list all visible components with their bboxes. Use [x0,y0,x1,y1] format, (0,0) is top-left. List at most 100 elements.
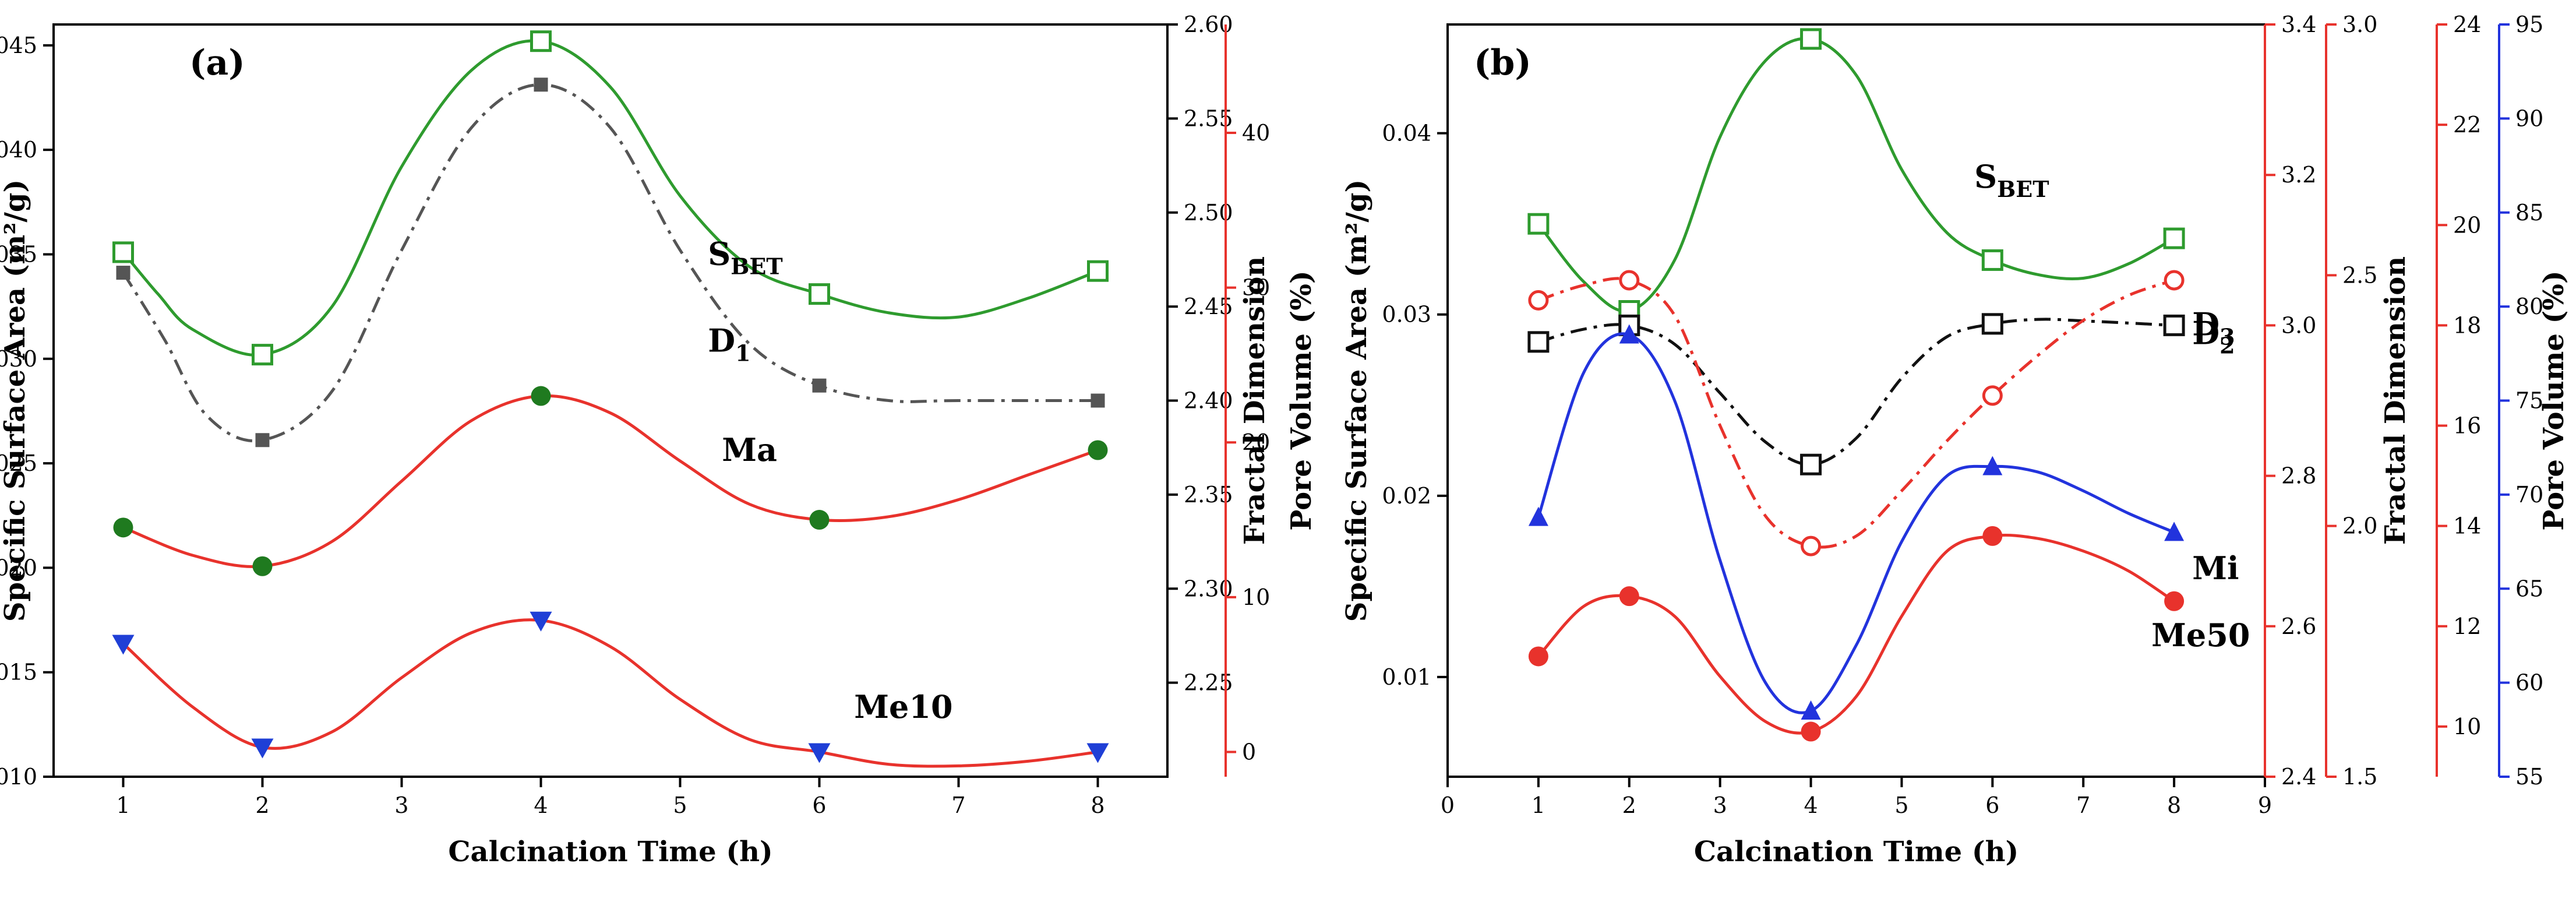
panel-b-x-tick-label: 7 [2076,792,2090,818]
panel-b-y-tick-label-fd2: 3.0 [2342,12,2377,37]
panel-b-axis-title-pv2: Pore Volume (%) [2538,270,2570,530]
panel-a-series-line-me10 [122,618,1098,768]
panel-b-marker-mi [1982,456,2003,475]
panel-a-y-tick-label-pv: 30 [1242,275,1270,301]
panel-b-series-label-text: Me50 [2151,616,2250,654]
panel-b-y-tick-label-fd1: 2.4 [2281,764,2316,790]
panel-a-x-tick-label: 7 [951,792,965,818]
panel-a-y-tick-label-pv: 40 [1242,120,1270,146]
panel-b-y-tick-label-pv1: 22 [2453,112,2481,138]
panel-b-x-tick-label: 6 [1985,792,1999,818]
panel-b-y-tick-label-pv1: 10 [2453,714,2481,739]
panel-b-marker-d3 [1801,535,1822,556]
panel-b-y-tick-label-fd2: 1.5 [2342,764,2377,790]
panel-a-marker-sbet [530,30,552,52]
panel-b-marker-d3 [1528,290,1549,311]
panel-a-series-label-sbet: SBET [708,235,782,279]
panel-a-series-label-text: D [708,322,735,360]
panel-a-marker-sbet [1087,260,1109,282]
panel-b-series-label-text: S [1974,158,1997,195]
panel-b-axis-title-sa: Specific Surface Area (m²/g) [1340,179,1373,622]
panel-b-y-tick-label-pv1: 24 [2453,12,2481,37]
panel-b-y-tick-label-fd1: 2.8 [2281,463,2316,489]
panel-a-axis-title-pv: Pore Volume (%) [1285,270,1318,530]
panel-a-marker-d1 [116,266,130,280]
panel-b-x-tick-label: 8 [2167,792,2181,818]
panel-b-x-tick-label: 0 [1441,792,1455,818]
panel-b-y-tick-label-pv2: 60 [2515,670,2543,696]
panel-b-y-tick-label-pv2: 95 [2515,12,2543,37]
panel-a-x-tick-label: 3 [394,792,408,818]
panel-a-marker-me10 [251,738,274,759]
panel-b-series-label-d3: D3 [2192,306,2235,350]
panel-b-y-tick-label-fd1: 3.2 [2281,162,2316,188]
panel-a-axis-title-fd: Fractal Dimension [1238,256,1271,545]
panel-a-marker-sbet [112,241,134,263]
panel-b-marker-sbet [1981,249,2003,271]
panel-b-y-tick-label-pv1: 12 [2453,614,2481,639]
panel-b-x-tick-label: 4 [1804,792,1818,818]
panel-a-series-label-text: Ma [722,431,777,468]
panel-b-series-label-text: D [2192,315,2219,352]
panel-a-x-axis-title: Calcination Time (h) [448,836,772,868]
panel-a-series-label-d1: D1 [708,322,750,367]
panel-b-marker-sbet [1527,213,1550,235]
panel-b-series-line-d2 [1538,318,2175,466]
panel-b-marker-d3 [1982,385,2003,406]
panel-a-y-tick-label-sa: 0.030 [0,346,37,372]
panel-b-series-label-text: D [2192,306,2219,343]
panel-b-x-tick-label: 5 [1894,792,1908,818]
panel-a-y-tick-label-sa: 0.025 [0,450,37,476]
panel-b-series-label-subscript: 2 [2219,333,2235,359]
panel-a-y-tick-label-sa: 0.015 [0,660,37,685]
panel-b-marker-me50 [1801,721,1821,742]
panel-a-x-tick-label: 2 [255,792,269,818]
panel-b-marker-d2 [1800,453,1822,475]
panel-b-x-axis-title: Calcination Time (h) [1694,836,2019,868]
panel-b-marker-d2 [1527,331,1550,353]
panel-a-series-label-me10: Me10 [854,688,952,725]
panel-b-marker-d2 [1981,313,2003,335]
panel-a-marker-me10 [112,635,135,655]
panel-a-marker-d1 [534,77,548,92]
panel-b-y-tick-label-pv2: 90 [2515,105,2543,131]
panel-b-x-tick-label: 9 [2258,792,2272,818]
panel-a-x-tick-label: 5 [673,792,687,818]
panel-b-series-line-me50 [1537,533,2175,735]
panel-b-marker-mi [1619,324,1639,344]
panel-b-marker-mi [1528,506,1548,526]
panel-b-marker-me50 [1528,646,1548,667]
panel-b-y-tick-label-sa: 0.04 [1382,121,1431,146]
panel-b-y-tick-label-pv2: 80 [2515,294,2543,319]
panel-b-panel-label: (b) [1474,43,1532,83]
panel-b-x-tick-label: 3 [1713,792,1727,818]
panel-a-marker-d1 [812,378,827,393]
panel-b-y-tick-label-fd2: 2.0 [2342,513,2377,539]
panel-a-marker-d1 [1091,393,1105,408]
panel-a-axis-title-sa: Specific Surface Area (m²/g) [0,179,31,622]
panel-b-y-tick-label-sa: 0.03 [1382,302,1431,327]
panel-b-marker-mi [1801,700,1821,720]
panel-b-series-label-sbet: SBET [1974,158,2049,202]
panel-b-x-tick-label: 2 [1622,792,1636,818]
panel-a-y-tick-label-sa: 0.045 [0,33,37,58]
panel-b-marker-d2 [2163,314,2185,336]
panel-a-marker-ma [113,517,133,538]
panel-a-marker-ma [1088,440,1108,460]
panel-a-series-label-text: S [708,235,731,272]
panel-b-series-line-sbet [1537,37,2175,313]
panel-b-y-tick-label-pv1: 20 [2453,212,2481,238]
panel-b-y-tick-label-fd1: 3.4 [2281,12,2316,37]
panel-b-y-tick-label-fd1: 2.6 [2281,614,2316,639]
panel-b-series-label-subscript: 3 [2219,324,2235,350]
panel-a-marker-me10 [1086,743,1109,763]
panel-b-y-tick-label-pv2: 75 [2515,388,2543,414]
panel-b-y-tick-label-pv2: 85 [2515,200,2543,225]
panel-b-marker-sbet [2163,227,2185,249]
panel-b-y-tick-label-pv2: 55 [2515,764,2543,790]
panel-a-y-tick-label-pv: 20 [1242,429,1270,455]
panel-b-y-tick-label-fd2: 2.5 [2342,262,2377,288]
panel-a-panel-label: (a) [189,43,245,83]
panel-b-series-label-mi: Mi [2192,549,2239,587]
